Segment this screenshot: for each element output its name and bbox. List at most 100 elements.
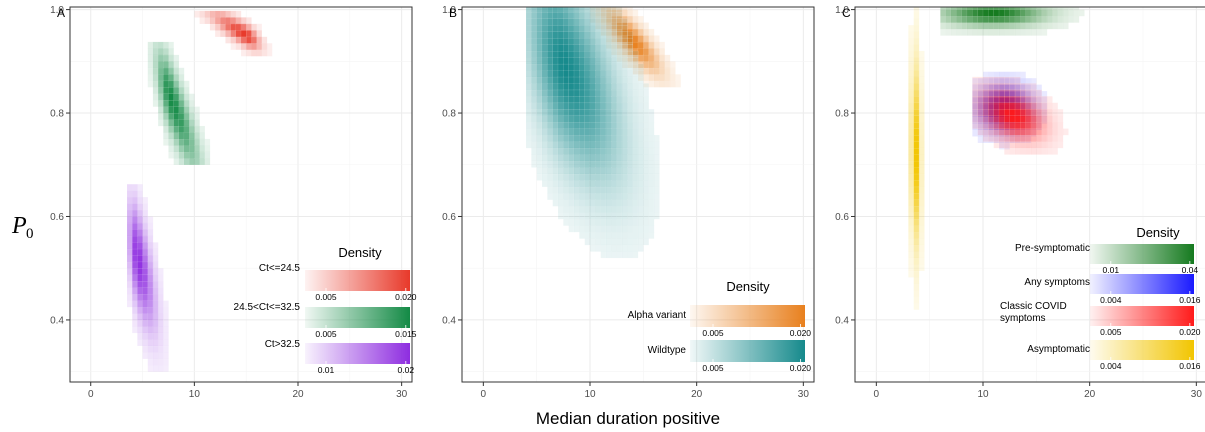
- density-tile: [977, 121, 984, 129]
- density-tile: [563, 102, 570, 110]
- density-tile: [908, 70, 915, 78]
- density-tile: [605, 109, 612, 116]
- density-tile: [611, 160, 618, 168]
- density-tile: [1020, 109, 1027, 116]
- density-tile: [611, 199, 618, 207]
- density-tile: [998, 121, 1005, 129]
- density-tile: [600, 70, 607, 78]
- density-tile: [993, 128, 1000, 136]
- density-tile: [1030, 28, 1037, 36]
- density-tile: [579, 31, 586, 39]
- density-tile: [1041, 103, 1048, 111]
- density-tile: [972, 129, 979, 137]
- density-tile: [568, 186, 575, 194]
- density-tile: [1041, 121, 1048, 129]
- density-tile: [194, 125, 200, 133]
- density-tile: [998, 76, 1005, 84]
- density-tile: [541, 160, 548, 168]
- density-tile: [589, 37, 596, 45]
- density-series-1: [147, 41, 211, 166]
- legend-colorbar: [305, 307, 410, 328]
- density-tile: [568, 18, 575, 26]
- density-tile: [998, 96, 1005, 104]
- density-tile: [584, 18, 591, 26]
- density-tile: [157, 306, 164, 314]
- density-tile: [126, 222, 133, 230]
- density-tile: [541, 141, 548, 149]
- density-tile: [632, 173, 639, 181]
- density-tile: [669, 74, 676, 82]
- density-tile: [659, 41, 666, 49]
- density-tile: [621, 57, 628, 65]
- density-tile: [627, 50, 634, 58]
- density-tile: [945, 7, 952, 10]
- density-tile: [563, 109, 570, 116]
- density-tile: [595, 231, 602, 239]
- density-tile: [913, 96, 920, 104]
- density-tile: [541, 167, 548, 175]
- density-tile: [600, 102, 607, 110]
- density-tile: [1030, 9, 1037, 17]
- density-tile: [611, 12, 618, 19]
- density-tile: [579, 212, 586, 220]
- density-tile: [1041, 109, 1048, 116]
- density-tile: [595, 212, 602, 220]
- panel-label: A: [57, 6, 65, 20]
- density-tile: [621, 76, 628, 84]
- density-tile: [584, 70, 591, 78]
- density-tile: [621, 238, 628, 246]
- density-tile: [579, 173, 586, 181]
- density-tile: [913, 199, 920, 207]
- density-tile: [573, 44, 580, 52]
- density-tile: [648, 109, 655, 116]
- density-tile: [659, 48, 666, 56]
- density-tile: [126, 229, 133, 237]
- density-tile: [1020, 77, 1027, 85]
- density-tile: [611, 44, 618, 52]
- density-tile: [605, 89, 612, 97]
- density-tile: [632, 83, 639, 91]
- density-tile: [972, 109, 979, 116]
- density-tile: [621, 186, 628, 194]
- density-tile: [1030, 7, 1037, 10]
- density-tile: [1041, 90, 1048, 98]
- density-tile: [627, 121, 634, 129]
- density-tile: [240, 23, 247, 31]
- density-tile: [1009, 9, 1016, 17]
- density-tile: [956, 7, 963, 10]
- density-tile: [908, 57, 915, 65]
- density-tile: [600, 251, 607, 259]
- density-tile: [637, 160, 644, 168]
- density-tile: [163, 119, 169, 127]
- density-tile: [246, 49, 252, 57]
- density-tile: [1041, 97, 1048, 105]
- density-tile: [1025, 96, 1032, 104]
- density-tile: [653, 67, 660, 75]
- density-tile: [982, 89, 989, 97]
- density-tile: [573, 7, 580, 13]
- density-tile: [982, 9, 989, 17]
- density-tile: [536, 24, 543, 32]
- density-tile: [525, 109, 532, 116]
- legend-tick-label: 0.005: [315, 292, 337, 302]
- density-tile: [595, 167, 602, 175]
- density-tile: [240, 36, 247, 44]
- density-tile: [126, 248, 133, 256]
- density-tile: [152, 54, 159, 62]
- density-tile: [589, 218, 596, 226]
- density-tile: [600, 7, 607, 13]
- density-tile: [142, 203, 149, 211]
- density-tile: [913, 193, 920, 201]
- density-tile: [595, 18, 602, 26]
- density-tile: [573, 50, 580, 58]
- density-tile: [632, 70, 639, 78]
- density-tile: [605, 44, 612, 52]
- density-tile: [637, 76, 644, 84]
- density-tile: [908, 173, 915, 181]
- density-tile: [632, 28, 639, 36]
- density-tile: [1025, 109, 1032, 116]
- density-tile: [972, 9, 979, 17]
- density-tile: [152, 345, 159, 353]
- density-tile: [552, 193, 559, 201]
- density-tile: [605, 24, 612, 32]
